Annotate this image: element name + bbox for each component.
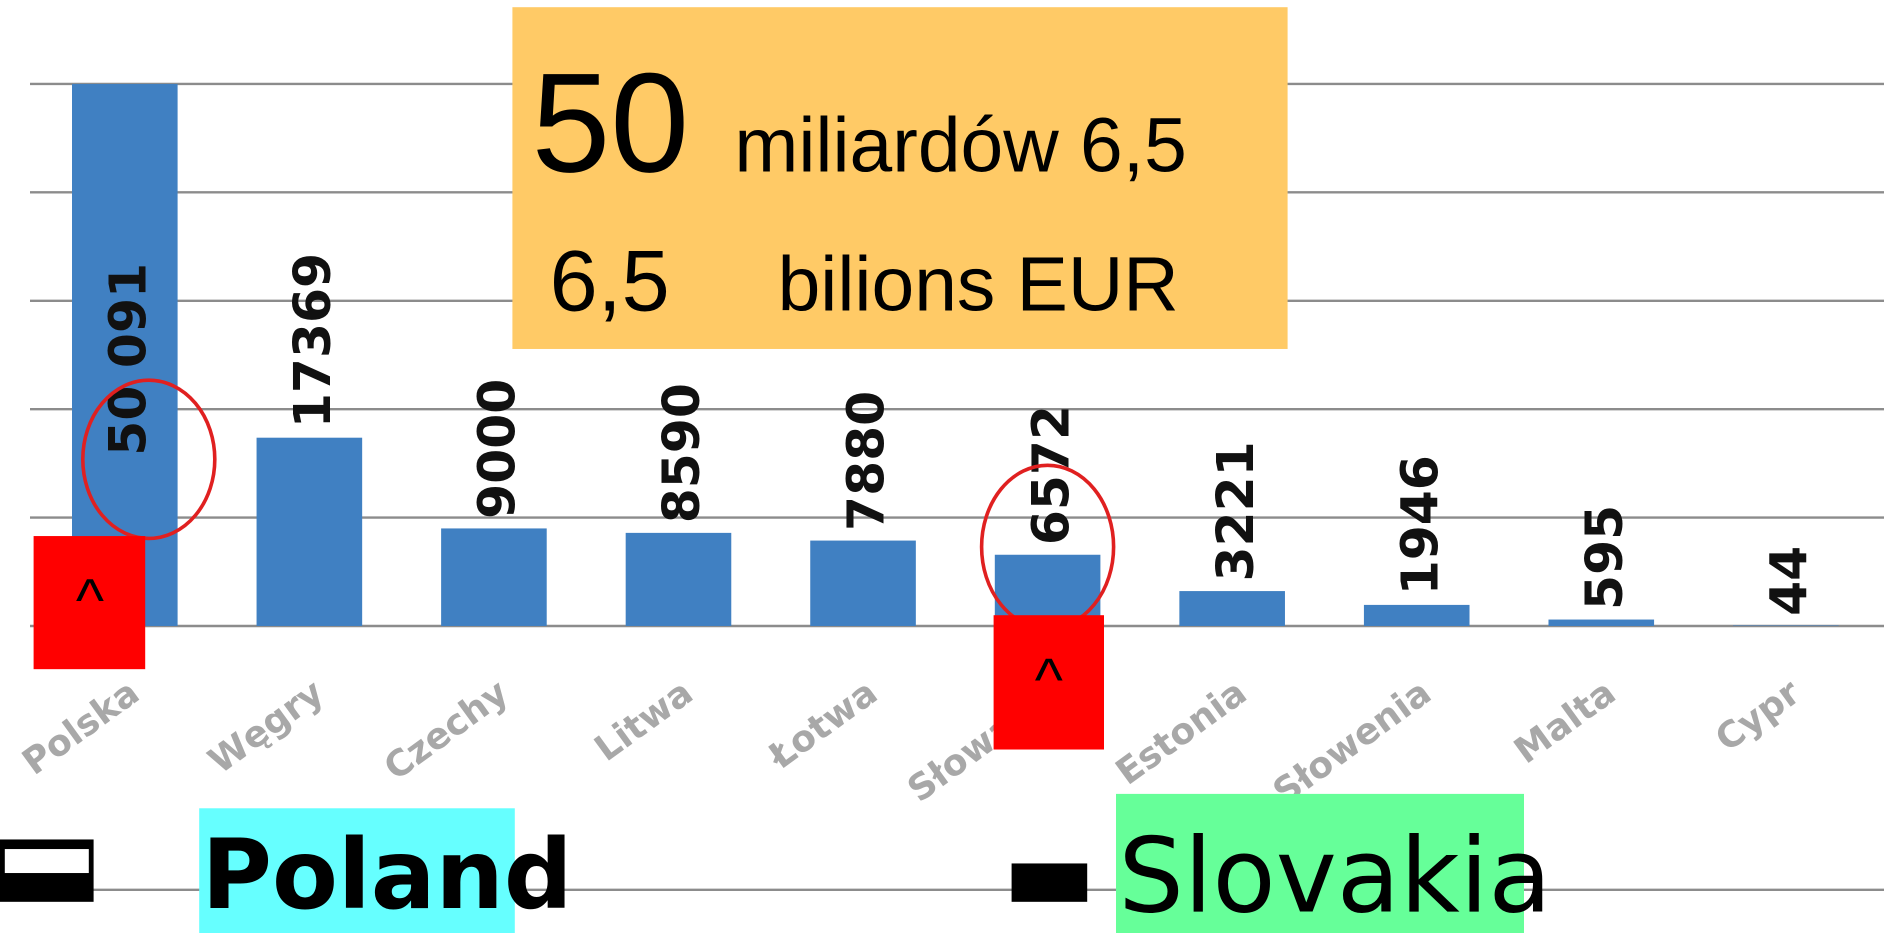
value-label: 17369 (283, 253, 342, 428)
x-tick-label: Łotwa (760, 672, 885, 778)
bar (256, 437, 363, 626)
marker-caret: ^ (1035, 646, 1063, 713)
x-tick-label: Węgry (201, 672, 331, 782)
country-label: Poland (202, 819, 573, 931)
x-tick-label: Litwa (587, 672, 700, 770)
legend-icon-stripe (4, 849, 89, 874)
value-label: 44 (1760, 546, 1819, 616)
x-tick-label: Cypr (1708, 672, 1808, 760)
marker-box[interactable] (993, 615, 1104, 750)
callout-box (512, 7, 1288, 349)
label-box (1116, 793, 1524, 933)
bar (1363, 604, 1470, 626)
value-label: 595 (1575, 505, 1634, 610)
value-label: 6572 (1021, 405, 1080, 545)
marker-box[interactable] (33, 536, 146, 670)
callout-text: miliardów 6,5 (734, 104, 1186, 189)
value-label: 50 091 (98, 263, 157, 456)
value-label: 7880 (837, 391, 896, 531)
value-label: 8590 (652, 383, 711, 523)
value-label: 9000 (468, 379, 527, 519)
marker-caret: ^ (76, 567, 104, 634)
callout-number: 6,5 (550, 234, 670, 330)
x-tick-label: Polska (15, 672, 147, 783)
callout-text: bilions EUR (778, 243, 1179, 328)
bar (441, 528, 547, 626)
label-box (199, 808, 515, 933)
x-tick-label: Słowenia (1266, 672, 1439, 813)
country-label: Slovakia (1118, 816, 1551, 933)
x-tick-label: Malta (1507, 672, 1623, 772)
highlight-circle (80, 378, 217, 541)
bar (810, 540, 916, 626)
value-label: 3221 (1206, 441, 1265, 581)
bar (1548, 619, 1655, 626)
value-label: 1946 (1390, 455, 1449, 595)
legend-icon (1011, 863, 1088, 902)
x-tick-label: Estonia (1109, 672, 1255, 793)
callout-number: 50 (532, 44, 690, 202)
bar (625, 532, 732, 626)
bar (1179, 591, 1285, 626)
x-tick-label: Czechy (377, 672, 516, 789)
